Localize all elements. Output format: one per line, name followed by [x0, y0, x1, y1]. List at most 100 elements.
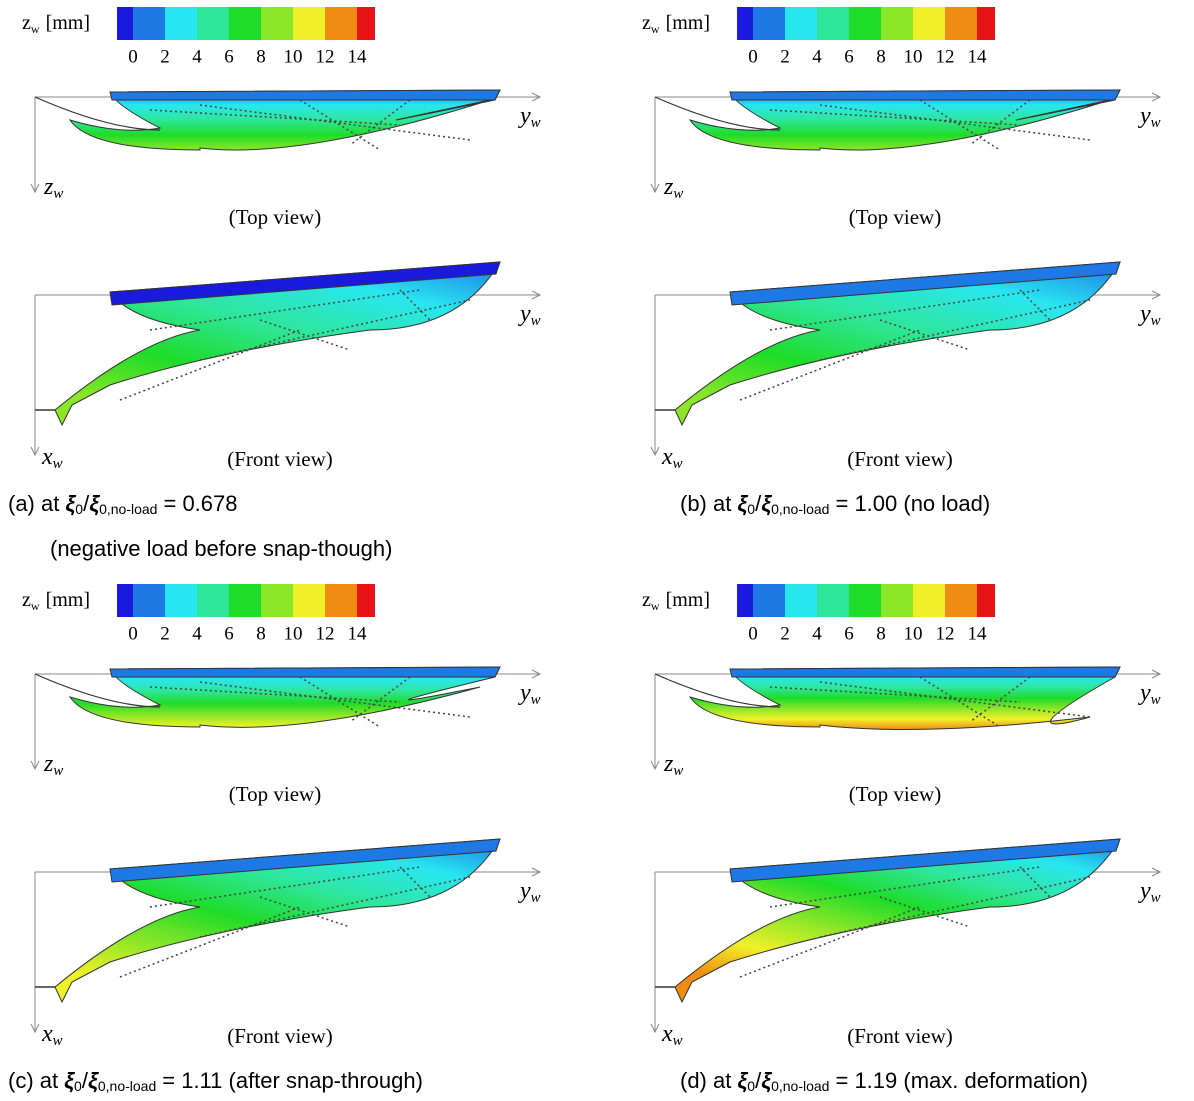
caption-sep: /: [83, 491, 90, 516]
x-axis-label: xw: [41, 444, 63, 473]
colorbar-segment: [117, 7, 133, 40]
colorbar-tick-label: 12: [316, 623, 335, 644]
colorbar-segment: [785, 7, 817, 40]
y-axis-label-symbol: y: [518, 878, 531, 904]
colorbar-symbol: z: [22, 589, 31, 611]
caption-label: (b) at: [680, 491, 731, 516]
y-axis-label: yw: [1138, 103, 1161, 132]
view-label: (Top view): [229, 205, 321, 229]
z-axis-label-sub: w: [53, 187, 63, 203]
colorbar-segment: [753, 584, 785, 617]
arrow: [650, 867, 1162, 1034]
colorbar-segment: [785, 584, 817, 617]
colorbar-segment: [229, 584, 261, 617]
caption-sep: /: [755, 491, 762, 516]
tip: [654, 96, 781, 131]
y-axis-label: yw: [1138, 878, 1161, 907]
y-axis-label: yw: [1138, 680, 1161, 709]
colorbar-segment: [165, 584, 197, 617]
colorbar-segment: [817, 584, 849, 617]
wing-front-view: [54, 261, 501, 427]
x-axis-label-sub: w: [673, 1034, 683, 1050]
y-axis-label-symbol: y: [1138, 680, 1151, 706]
caption-symbol: ξ: [88, 1068, 99, 1093]
colorbar-symbol: z: [642, 12, 651, 34]
wing-front-edge: [729, 261, 1121, 306]
z-axis-label-sub: w: [673, 764, 683, 780]
caption-sub: 0,no-load: [98, 1078, 156, 1094]
structure-lines: [119, 866, 471, 978]
wing-top-edge: [109, 666, 501, 678]
wing-front-view: [54, 838, 501, 1004]
wing-front-view: [674, 838, 1121, 1004]
colorbar-symbol-sub: w: [31, 599, 40, 613]
colorbar-tick-label: 2: [780, 623, 790, 644]
colorbar-tick-label: 12: [316, 46, 335, 67]
colorbar-tick-label: 14: [968, 46, 988, 67]
colorbar-label: zw [mm]: [22, 589, 90, 613]
y-axis-label: yw: [1138, 301, 1161, 330]
colorbar-tick-label: 4: [192, 623, 202, 644]
caption: (a) at ξ0/ξ0,no-load = 0.678: [8, 491, 238, 517]
colorbar-segment: [737, 584, 753, 617]
z-axis-label-symbol: z: [663, 751, 674, 777]
caption-symbol: ξ: [64, 1068, 75, 1093]
y-axis-label: yw: [518, 103, 541, 132]
view-label: (Top view): [849, 205, 941, 229]
z-axis-label-symbol: z: [43, 751, 54, 777]
colorbar-segment: [753, 7, 785, 40]
caption-sep: /: [755, 1068, 762, 1093]
wing-top-edge: [109, 89, 501, 101]
colorbar-segment: [197, 7, 229, 40]
colorbar-tick-label: 0: [128, 623, 138, 644]
y-axis-label-sub: w: [531, 891, 541, 907]
caption: (b) at ξ0/ξ0,no-load = 1.00 (no load): [680, 491, 990, 517]
arrow: [650, 669, 1162, 771]
caption-rest: = 1.11 (after snap-through): [162, 1068, 423, 1093]
arrow: [650, 92, 1162, 194]
x-axis-label: xw: [661, 1021, 683, 1050]
z-axis-label-symbol: z: [663, 174, 674, 200]
y-axis-label-symbol: y: [1138, 103, 1151, 129]
view-label: (Top view): [229, 782, 321, 806]
colorbar-label: zw [mm]: [642, 589, 710, 613]
z-axis-label: zw: [663, 751, 683, 780]
colorbar-symbol-sub: w: [651, 22, 660, 36]
arrow: [30, 669, 542, 771]
caption-label: (a) at: [8, 491, 59, 516]
colorbar-tick-label: 4: [192, 46, 202, 67]
y-axis-label: yw: [518, 680, 541, 709]
colorbar-segment: [261, 7, 293, 40]
colorbar-symbol: z: [642, 589, 651, 611]
arrow: [30, 290, 542, 457]
y-axis-label-symbol: y: [518, 680, 531, 706]
wing-front-edge: [109, 261, 501, 306]
caption-symbol: ξ: [65, 491, 76, 516]
colorbar-tick-label: 8: [256, 623, 266, 644]
colorbar-unit: [mm]: [46, 589, 90, 611]
colorbar-tick-label: 12: [936, 623, 955, 644]
colorbar-segment: [945, 584, 977, 617]
wing-top-view: [68, 89, 501, 151]
structure-lines: [769, 676, 1091, 728]
x-axis-label: xw: [41, 1021, 63, 1050]
z-axis-label-sub: w: [673, 187, 683, 203]
colorbar-tick-label: 4: [812, 623, 822, 644]
colorbar-symbol-sub: w: [31, 22, 40, 36]
wing-front-view: [674, 261, 1121, 427]
colorbar-segment: [977, 7, 995, 40]
colorbar-segment: [737, 7, 753, 40]
colorbar-tick-label: 6: [224, 46, 234, 67]
colorbar-tick-label: 14: [968, 623, 988, 644]
colorbar-tick-label: 10: [284, 623, 303, 644]
x-axis-label-sub: w: [673, 457, 683, 473]
colorbar-tick-label: 2: [160, 623, 170, 644]
arrow: [30, 92, 542, 194]
structure-lines: [739, 866, 1091, 978]
y-axis-label-symbol: y: [1138, 878, 1151, 904]
view-label: (Front view): [847, 1024, 953, 1048]
tip: [34, 96, 161, 131]
z-axis-label-sub: w: [53, 764, 63, 780]
